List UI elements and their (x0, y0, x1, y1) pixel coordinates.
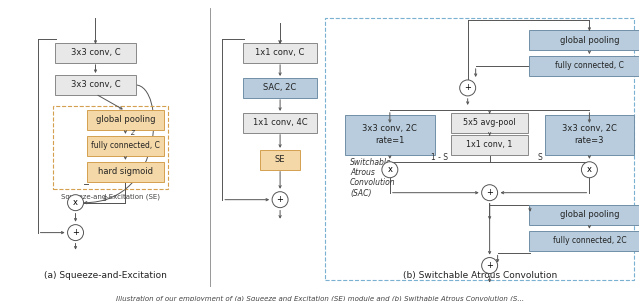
Circle shape (482, 258, 498, 274)
FancyBboxPatch shape (87, 110, 164, 130)
Bar (52, 106, 168, 189)
FancyBboxPatch shape (451, 135, 528, 155)
Text: fully connected, 2C: fully connected, 2C (552, 236, 626, 245)
Text: fully connected, C: fully connected, C (91, 141, 160, 150)
FancyBboxPatch shape (345, 115, 435, 155)
Text: 3x3 conv, C: 3x3 conv, C (70, 48, 120, 57)
Text: 3x3 conv, C: 3x3 conv, C (70, 80, 120, 89)
Text: 1x1 conv, C: 1x1 conv, C (255, 48, 305, 57)
Text: +: + (486, 188, 493, 197)
FancyBboxPatch shape (529, 205, 640, 225)
FancyBboxPatch shape (529, 56, 640, 76)
FancyBboxPatch shape (87, 136, 164, 156)
FancyBboxPatch shape (451, 113, 528, 133)
FancyBboxPatch shape (54, 75, 136, 95)
Text: global pooling: global pooling (559, 36, 619, 45)
Text: +: + (464, 83, 471, 92)
FancyBboxPatch shape (243, 113, 317, 133)
Text: s: s (102, 194, 106, 203)
FancyBboxPatch shape (260, 150, 300, 170)
Text: (a) Squeeze-and-Excitation: (a) Squeeze-and-Excitation (44, 271, 167, 280)
Text: Switchable
Atrous
Convolution
(SAC): Switchable Atrous Convolution (SAC) (350, 158, 396, 198)
Text: 1x1 conv, 1: 1x1 conv, 1 (467, 140, 513, 149)
FancyBboxPatch shape (243, 78, 317, 98)
Text: (b) Switchable Atrous Convolution: (b) Switchable Atrous Convolution (403, 271, 557, 280)
Text: 5x5 avg-pool: 5x5 avg-pool (463, 118, 516, 127)
Circle shape (68, 195, 83, 211)
Text: Illustration of our employment of (a) Squeeze and Excitation (SE) module and (b): Illustration of our employment of (a) Sq… (116, 296, 524, 301)
Text: S: S (537, 153, 542, 162)
Circle shape (68, 225, 83, 240)
Text: x: x (387, 165, 392, 174)
FancyArrowPatch shape (84, 85, 154, 204)
Text: SAC, 2C: SAC, 2C (264, 83, 297, 92)
Text: +: + (276, 195, 284, 204)
FancyBboxPatch shape (529, 30, 640, 50)
Text: fully connected, C: fully connected, C (555, 61, 624, 70)
Text: global pooling: global pooling (95, 115, 155, 124)
Text: x: x (587, 165, 592, 174)
Circle shape (382, 162, 398, 178)
FancyBboxPatch shape (54, 43, 136, 63)
Circle shape (460, 80, 476, 96)
Text: +: + (486, 261, 493, 270)
Bar (325, 18, 634, 280)
Text: Squeeze-and-Excitation (SE): Squeeze-and-Excitation (SE) (61, 194, 160, 200)
Circle shape (581, 162, 597, 178)
Text: 1x1 conv, 4C: 1x1 conv, 4C (253, 118, 307, 127)
Text: rate=1: rate=1 (375, 136, 404, 145)
Text: x: x (73, 198, 78, 207)
Text: +: + (72, 228, 79, 237)
FancyBboxPatch shape (243, 43, 317, 63)
Circle shape (272, 192, 288, 208)
Text: 3x3 conv, 2C: 3x3 conv, 2C (362, 124, 417, 133)
Text: SE: SE (275, 155, 285, 164)
Circle shape (482, 185, 498, 201)
Text: global pooling: global pooling (559, 210, 619, 219)
FancyBboxPatch shape (529, 231, 640, 250)
Text: hard sigmoid: hard sigmoid (98, 167, 153, 176)
Text: z: z (131, 128, 134, 137)
Text: 1 - S: 1 - S (431, 153, 448, 162)
FancyBboxPatch shape (545, 115, 634, 155)
Text: 3x3 conv, 2C: 3x3 conv, 2C (562, 124, 617, 133)
FancyBboxPatch shape (87, 162, 164, 182)
Text: rate=3: rate=3 (575, 136, 604, 145)
